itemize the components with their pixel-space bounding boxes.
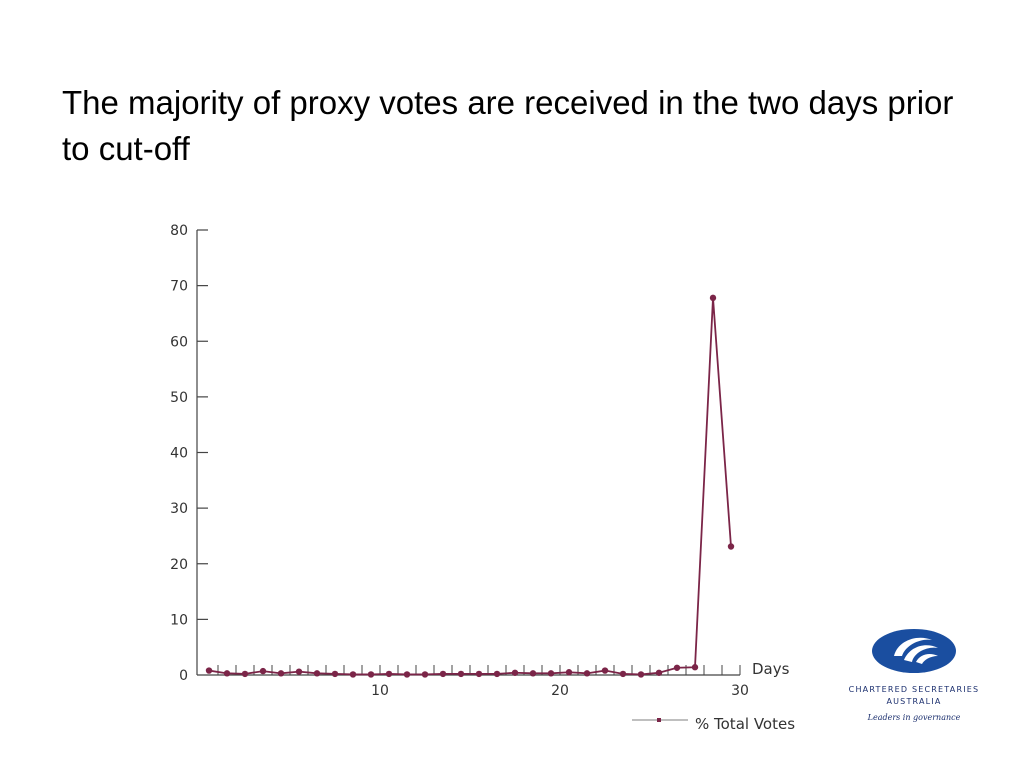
x-tick-label: 20 bbox=[551, 683, 569, 699]
swirl-logo-icon bbox=[872, 629, 956, 673]
data-point bbox=[421, 671, 429, 678]
y-tick-label: 0 bbox=[179, 668, 188, 684]
data-point bbox=[223, 670, 231, 677]
y-tick-label: 50 bbox=[170, 390, 188, 406]
slide-title: The majority of proxy votes are received… bbox=[62, 84, 954, 167]
legend: % Total Votes bbox=[632, 715, 795, 733]
y-tick-label: 40 bbox=[170, 446, 188, 462]
data-point bbox=[295, 668, 303, 675]
data-point bbox=[313, 670, 321, 677]
data-point bbox=[529, 670, 537, 677]
data-point bbox=[403, 671, 411, 678]
logo-text-line2: AUSTRALIA bbox=[886, 697, 942, 706]
data-point bbox=[493, 670, 501, 678]
data-point bbox=[601, 667, 609, 674]
data-point bbox=[565, 669, 573, 676]
series-line bbox=[208, 297, 732, 676]
data-point bbox=[511, 669, 519, 676]
data-point bbox=[547, 670, 555, 677]
y-tick-label: 70 bbox=[170, 279, 188, 295]
data-point bbox=[385, 670, 393, 678]
data-point bbox=[277, 670, 285, 677]
data-point bbox=[205, 667, 213, 674]
y-axis: 0 10 20 30 40 50 60 70 80 bbox=[170, 223, 208, 684]
data-point bbox=[259, 667, 267, 675]
logo-text-line1: CHARTERED SECRETARIES bbox=[848, 685, 980, 694]
data-point bbox=[637, 671, 645, 678]
logo-tagline: Leaders in governance bbox=[867, 713, 961, 722]
legend-label: % Total Votes bbox=[695, 715, 795, 733]
data-point bbox=[709, 294, 717, 302]
y-tick-label: 20 bbox=[170, 557, 188, 573]
y-tick-label: 10 bbox=[170, 612, 188, 628]
data-point bbox=[727, 543, 735, 550]
y-tick-label: 80 bbox=[170, 223, 188, 239]
data-point bbox=[673, 664, 681, 671]
x-axis-label: Days bbox=[752, 660, 790, 678]
y-tick-label: 30 bbox=[170, 501, 188, 517]
y-tick-label: 60 bbox=[170, 334, 188, 350]
x-tick-label: 30 bbox=[731, 683, 749, 699]
chartered-secretaries-logo: CHARTERED SECRETARIES AUSTRALIA Leaders … bbox=[846, 626, 982, 726]
data-point bbox=[241, 670, 249, 678]
data-point bbox=[439, 670, 447, 678]
data-point bbox=[367, 671, 375, 678]
data-point bbox=[457, 670, 465, 678]
x-tick-label: 10 bbox=[371, 683, 389, 699]
series-layer bbox=[205, 294, 735, 678]
data-point bbox=[655, 669, 663, 676]
data-point bbox=[331, 670, 339, 678]
data-point bbox=[619, 670, 627, 678]
data-point bbox=[475, 670, 483, 678]
legend-marker bbox=[657, 718, 661, 722]
data-point bbox=[349, 671, 357, 678]
data-point bbox=[691, 664, 699, 671]
data-point bbox=[583, 670, 591, 677]
